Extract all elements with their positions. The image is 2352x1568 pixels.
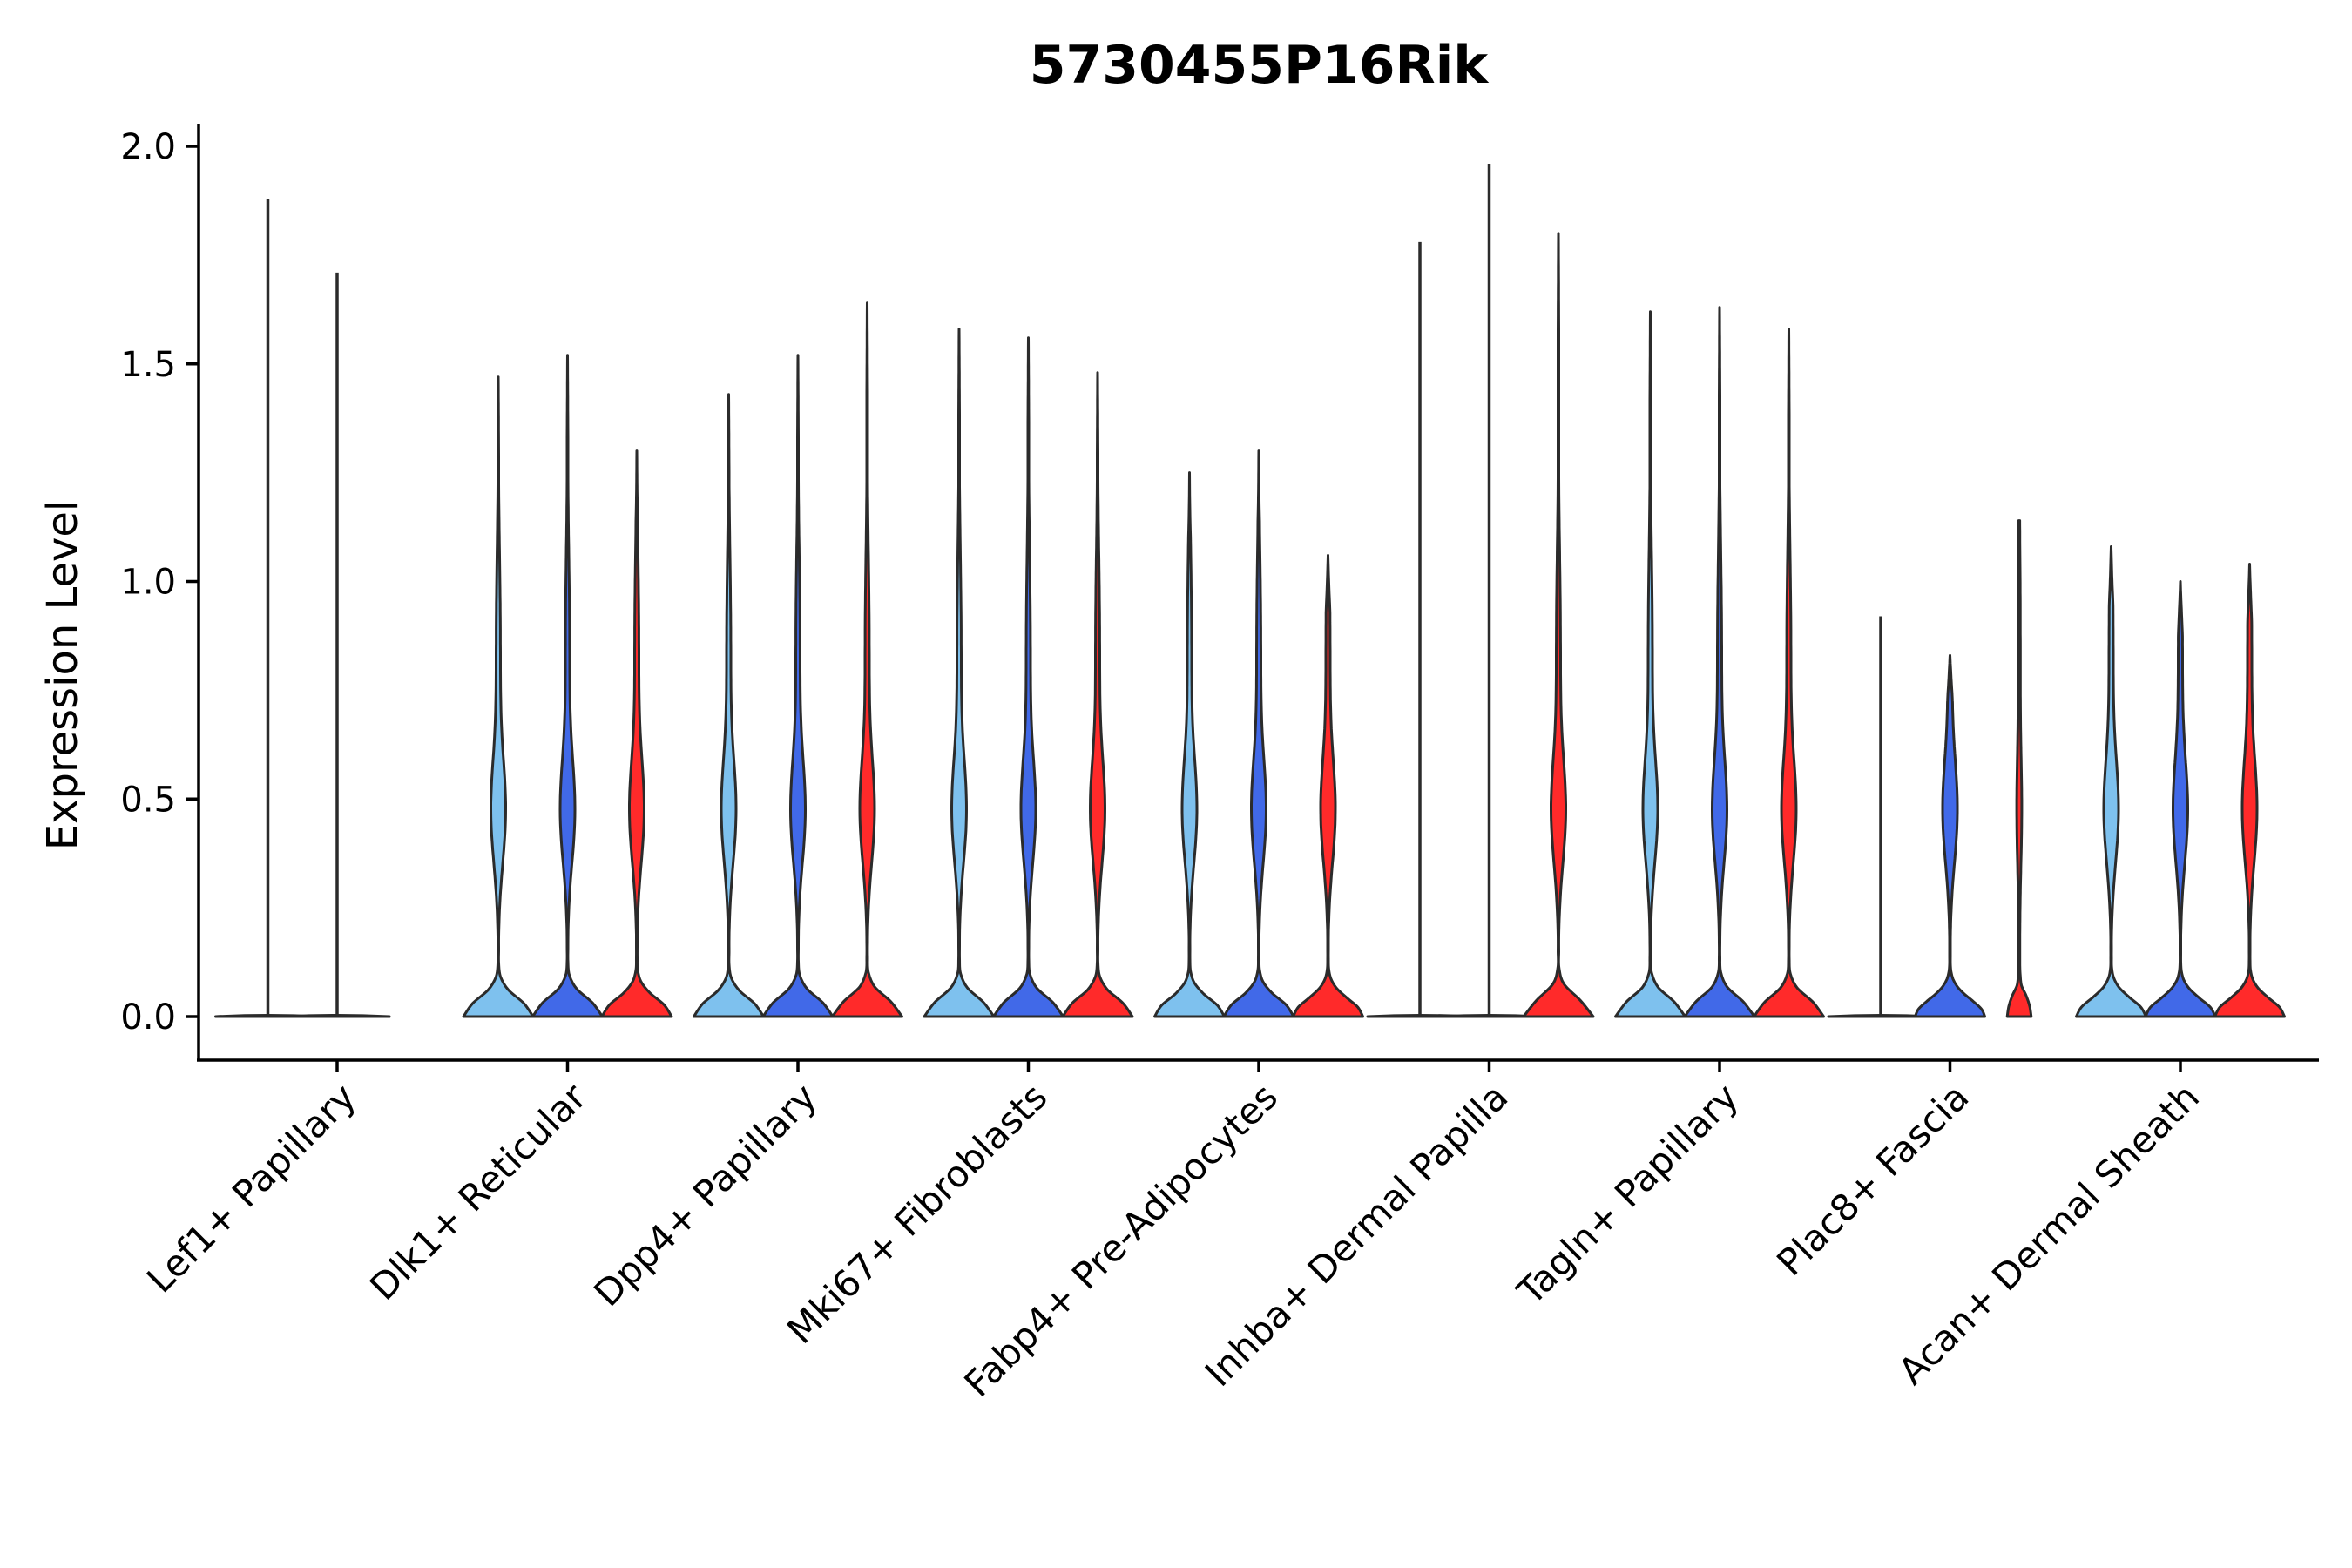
violin-body bbox=[1914, 653, 1986, 1018]
y-tick-label: 1.0 bbox=[120, 563, 176, 603]
violin-body bbox=[1061, 371, 1134, 1018]
violin-body bbox=[693, 393, 765, 1018]
x-tick-label: Lef1+ Papillary bbox=[139, 1075, 364, 1301]
violin-body bbox=[923, 328, 996, 1018]
violin-body bbox=[1292, 554, 1364, 1018]
violin-body bbox=[1753, 328, 1825, 1018]
violin-body bbox=[1522, 232, 1595, 1018]
violin-body bbox=[2075, 545, 2147, 1018]
violin-body bbox=[1614, 310, 1686, 1018]
violin-body bbox=[2213, 563, 2286, 1018]
violin-body bbox=[2005, 519, 2033, 1018]
x-tick-label: Mki67+ Fibroblasts bbox=[779, 1075, 1055, 1351]
violin-body bbox=[992, 336, 1064, 1018]
y-tick-label: 1.5 bbox=[120, 345, 176, 385]
x-tick-label: Dpp4+ Papillary bbox=[585, 1075, 825, 1315]
x-tick-label: Dlk1+ Reticular bbox=[362, 1075, 595, 1308]
violin-body bbox=[2144, 580, 2217, 1018]
violin-body bbox=[462, 375, 535, 1018]
y-tick-label: 0.0 bbox=[120, 997, 176, 1037]
violin-body bbox=[761, 354, 835, 1018]
violin-group bbox=[214, 163, 2286, 1018]
y-tick-label: 2.0 bbox=[120, 127, 176, 167]
x-tick-label: Plac8+ Fascia bbox=[1768, 1075, 1977, 1283]
y-axis-label: Expression Level bbox=[38, 500, 87, 851]
chart-title: 5730455P16Rik bbox=[1030, 35, 1490, 96]
y-tick-label: 0.5 bbox=[120, 780, 176, 820]
x-tick-label: Tagln+ Papillary bbox=[1509, 1075, 1747, 1313]
violin-body bbox=[1222, 449, 1295, 1018]
violin-body bbox=[531, 354, 604, 1018]
violin-body bbox=[831, 301, 903, 1018]
y-ticks: 0.0 0.5 1.0 1.5 2.0 bbox=[120, 127, 199, 1037]
violin-body bbox=[1683, 306, 1756, 1018]
violin-body bbox=[600, 449, 673, 1018]
violin-body bbox=[1153, 471, 1226, 1018]
